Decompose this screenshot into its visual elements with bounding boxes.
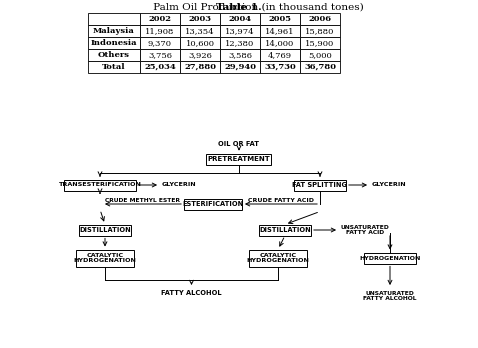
Text: Total: Total: [102, 63, 126, 71]
Bar: [180, 49, 220, 61]
Text: HYDROGENATION: HYDROGENATION: [359, 255, 421, 261]
Bar: [184, 198, 242, 209]
Bar: [220, 13, 260, 25]
Bar: [220, 37, 260, 49]
Bar: [260, 37, 300, 49]
Text: 2004: 2004: [228, 15, 251, 23]
Text: FATTY ALCOHOL: FATTY ALCOHOL: [161, 290, 222, 296]
Text: CATALYTIC
HYDROGENATION: CATALYTIC HYDROGENATION: [74, 253, 136, 263]
Text: 2006: 2006: [308, 15, 332, 23]
Text: 27,880: 27,880: [184, 63, 216, 71]
Bar: [300, 37, 340, 49]
Text: CRUDE FATTY ACID: CRUDE FATTY ACID: [248, 198, 314, 203]
Text: 15,880: 15,880: [305, 27, 335, 35]
Text: 10,600: 10,600: [185, 39, 215, 47]
Text: UNSATURATED
FATTY ALCOHOL: UNSATURATED FATTY ALCOHOL: [363, 291, 417, 301]
Bar: [364, 253, 416, 263]
Bar: [259, 224, 311, 236]
Text: Others: Others: [98, 51, 130, 59]
Bar: [88, 13, 140, 25]
Text: 13,354: 13,354: [185, 27, 215, 35]
Text: 36,780: 36,780: [304, 63, 336, 71]
Bar: [88, 61, 140, 73]
Bar: [220, 61, 260, 73]
Bar: [180, 13, 220, 25]
Text: TRANSESTERIFICATION: TRANSESTERIFICATION: [59, 182, 141, 188]
Text: 9,370: 9,370: [148, 39, 172, 47]
Text: FAT SPLITTING: FAT SPLITTING: [293, 182, 348, 188]
Bar: [76, 250, 134, 267]
Text: 29,940: 29,940: [224, 63, 256, 71]
Text: Malaysia: Malaysia: [93, 27, 135, 35]
Bar: [140, 25, 180, 37]
Bar: [300, 49, 340, 61]
Text: OIL OR FAT: OIL OR FAT: [218, 141, 260, 147]
Text: 11,908: 11,908: [145, 27, 174, 35]
Bar: [140, 13, 180, 25]
Bar: [88, 49, 140, 61]
Text: CRUDE METHYL ESTER: CRUDE METHYL ESTER: [106, 198, 181, 203]
Text: 15,900: 15,900: [305, 39, 335, 47]
Bar: [180, 37, 220, 49]
Bar: [300, 61, 340, 73]
Text: DISTILLATION: DISTILLATION: [79, 227, 131, 233]
Bar: [140, 49, 180, 61]
Bar: [294, 180, 346, 190]
Text: 4,769: 4,769: [268, 51, 292, 59]
Bar: [260, 13, 300, 25]
Text: 25,034: 25,034: [144, 63, 176, 71]
Text: GLYCERIN: GLYCERIN: [162, 182, 196, 188]
Text: 3,756: 3,756: [148, 51, 172, 59]
Text: 14,000: 14,000: [265, 39, 294, 47]
Text: 2003: 2003: [188, 15, 211, 23]
Bar: [79, 224, 131, 236]
Bar: [260, 25, 300, 37]
Bar: [260, 49, 300, 61]
Text: PRETREATMENT: PRETREATMENT: [207, 156, 271, 162]
Bar: [88, 25, 140, 37]
Text: 2005: 2005: [269, 15, 292, 23]
Bar: [64, 180, 136, 190]
Text: 5,000: 5,000: [308, 51, 332, 59]
Bar: [206, 153, 272, 165]
Text: DISTILLATION: DISTILLATION: [259, 227, 311, 233]
Bar: [180, 61, 220, 73]
Bar: [300, 13, 340, 25]
Text: 14,961: 14,961: [265, 27, 295, 35]
Bar: [260, 61, 300, 73]
Text: Palm Oil Production (in thousand tones): Palm Oil Production (in thousand tones): [150, 3, 364, 12]
Text: ESTERIFICATION: ESTERIFICATION: [183, 201, 244, 207]
Text: 13,974: 13,974: [225, 27, 255, 35]
Text: 2002: 2002: [149, 15, 172, 23]
Text: CATALYTIC
HYDROGENATION: CATALYTIC HYDROGENATION: [247, 253, 309, 263]
Text: 3,586: 3,586: [228, 51, 252, 59]
Bar: [88, 37, 140, 49]
Text: GLYCERIN: GLYCERIN: [372, 182, 407, 188]
Bar: [249, 250, 307, 267]
Text: Indonesia: Indonesia: [91, 39, 137, 47]
Text: UNSATURATED
FATTY ACID: UNSATURATED FATTY ACID: [341, 224, 390, 235]
Text: 12,380: 12,380: [225, 39, 255, 47]
Bar: [300, 25, 340, 37]
Text: Table 1.: Table 1.: [216, 3, 262, 12]
Text: 33,730: 33,730: [264, 63, 296, 71]
Bar: [220, 49, 260, 61]
Text: 3,926: 3,926: [188, 51, 212, 59]
Bar: [180, 25, 220, 37]
Bar: [140, 37, 180, 49]
Bar: [140, 61, 180, 73]
Bar: [220, 25, 260, 37]
